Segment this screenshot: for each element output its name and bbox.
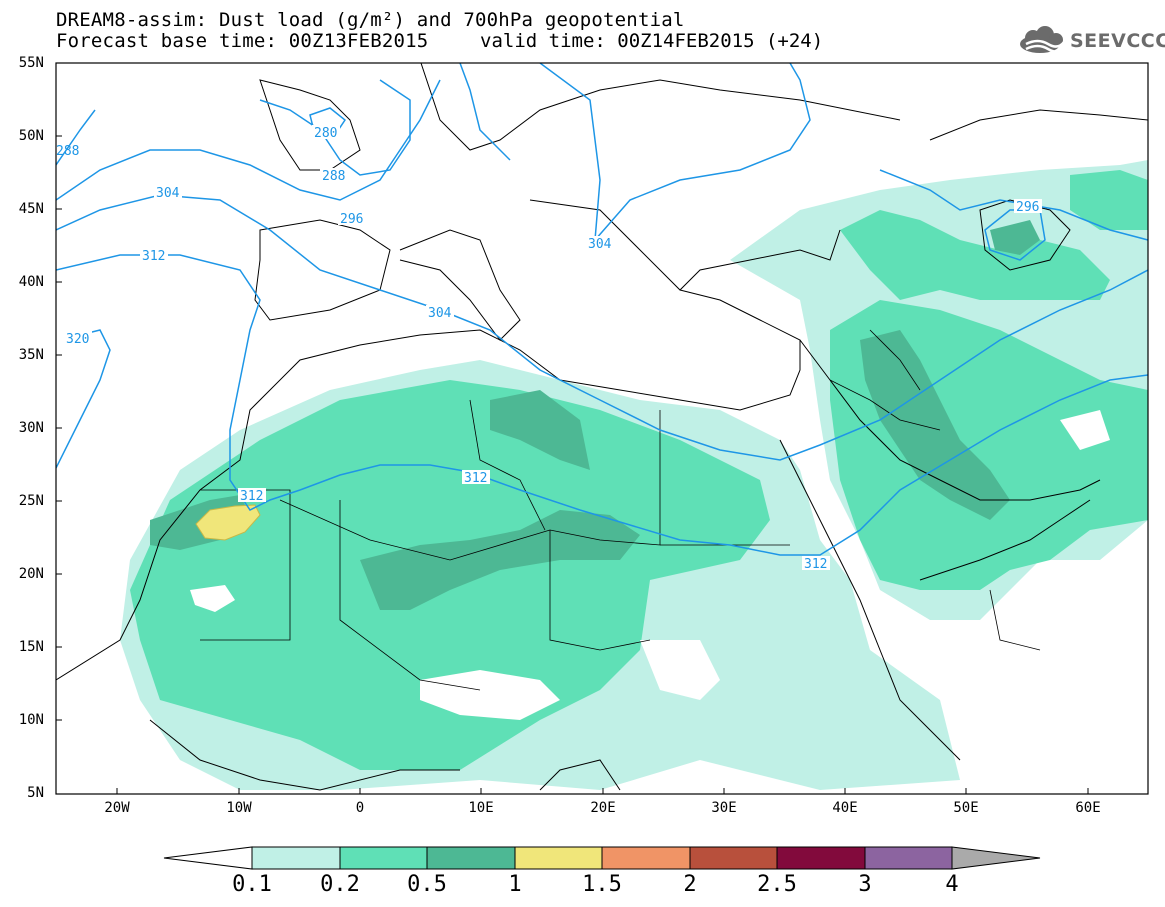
- lon-label: 50E: [953, 800, 979, 816]
- axis-ticks: [56, 62, 1089, 794]
- colorbar-tick: 1.5: [582, 872, 622, 897]
- lat-label: 25N: [18, 493, 44, 509]
- contour-label: 304: [588, 237, 612, 252]
- dust-0.2-region: [1070, 170, 1148, 230]
- colorbar-swatch: [689, 846, 778, 870]
- colorbar-tick: 4: [945, 872, 959, 897]
- lat-label: 20N: [18, 566, 44, 582]
- lat-label: 55N: [18, 55, 44, 71]
- colorbar-low-arrow: [163, 846, 253, 870]
- contour-label: 320: [66, 332, 89, 347]
- colorbar-tick: 2: [683, 872, 697, 897]
- colorbar-swatch: [251, 846, 341, 870]
- lat-label: 50N: [18, 128, 44, 144]
- colorbar-tick: 3: [858, 872, 872, 897]
- contour-labels: 280 288 288 296 296 304 304 304 312 312 …: [56, 125, 1042, 572]
- dust-fields: [120, 160, 1148, 790]
- lat-label: 30N: [18, 420, 44, 436]
- lon-label: 30E: [711, 800, 737, 816]
- valid-time: valid time: 00Z14FEB2015 (+24): [480, 30, 824, 52]
- lat-label: 15N: [18, 639, 44, 655]
- map-title: DREAM8-assim: Dust load (g/m²) and 700hP…: [56, 9, 685, 31]
- dust-1-region: [195, 504, 261, 541]
- colorbar: [163, 846, 1041, 870]
- lon-label: 40E: [832, 800, 858, 816]
- dust-free-area: [1060, 410, 1110, 450]
- dust-free-area: [420, 670, 560, 720]
- dust-0.5-region: [990, 220, 1040, 255]
- lat-label: 45N: [18, 201, 44, 217]
- contour-label: 312: [142, 249, 165, 264]
- lat-label: 10N: [18, 712, 44, 728]
- colorbar-swatch: [426, 846, 516, 870]
- dust-free-area: [190, 585, 235, 612]
- colorbar-high-arrow: [951, 846, 1041, 870]
- forecast-base-time: Forecast base time: 00Z13FEB2015: [56, 30, 429, 52]
- coastlines: [56, 63, 1148, 791]
- colorbar-swatch: [601, 846, 691, 870]
- colorbar-swatch: [864, 846, 953, 870]
- lon-label: 20E: [590, 800, 616, 816]
- colorbar-swatch: [514, 846, 603, 870]
- lat-label: 5N: [27, 785, 44, 801]
- dust-0.5-region: [490, 390, 590, 470]
- lon-label: 20W: [104, 800, 130, 816]
- colorbar-tick: 2.5: [757, 872, 797, 897]
- lat-label: 35N: [18, 347, 44, 363]
- lon-label: 10W: [226, 800, 252, 816]
- lon-label: 10E: [468, 800, 494, 816]
- colorbar-tick: 0.2: [320, 872, 360, 897]
- contour-label: 312: [804, 557, 827, 572]
- lon-label: 0: [355, 800, 365, 816]
- logo-text: SEEVCCC: [1070, 30, 1165, 52]
- contour-label: 288: [56, 144, 79, 159]
- colorbar-tick: 0.5: [407, 872, 447, 897]
- dust-0.5-region: [860, 330, 1010, 520]
- cloud-icon: [1020, 26, 1065, 53]
- contour-label: 288: [322, 169, 345, 184]
- dust-0.5-region: [360, 510, 640, 610]
- contour-label: 312: [464, 471, 487, 486]
- colorbar-swatch: [339, 846, 428, 870]
- dust-free-area: [640, 640, 720, 700]
- geopotential-contours: [56, 63, 1148, 556]
- colorbar-swatch: [776, 846, 866, 870]
- contour-label: 312: [240, 489, 263, 504]
- contour-label: 304: [428, 306, 452, 321]
- contour-label: 296: [1016, 200, 1039, 215]
- dust-0.2-region: [840, 210, 1110, 300]
- colorbar-tick: 0.1: [232, 872, 272, 897]
- contour-label: 304: [156, 186, 180, 201]
- colorbar-tick: 1: [508, 872, 522, 897]
- contour-label: 296: [340, 212, 363, 227]
- lon-label: 60E: [1075, 800, 1101, 816]
- contour-label: 280: [314, 126, 337, 141]
- lat-label: 40N: [18, 274, 44, 290]
- country-borders: [200, 329, 1041, 691]
